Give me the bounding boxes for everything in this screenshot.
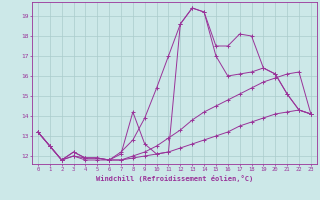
X-axis label: Windchill (Refroidissement éolien,°C): Windchill (Refroidissement éolien,°C) bbox=[96, 175, 253, 182]
